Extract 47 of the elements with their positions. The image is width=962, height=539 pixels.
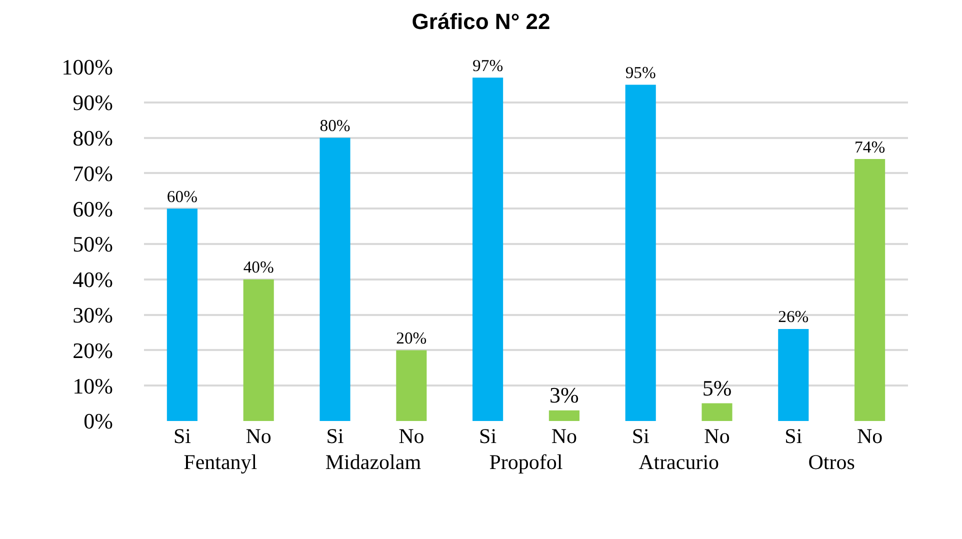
data-label: 97% [472,56,504,75]
data-label: 26% [778,307,809,326]
x-tick-label: Atracurio [638,450,720,474]
bar [548,410,580,421]
text: Si [479,424,497,448]
y-tick-label: 90% [72,90,113,116]
bar [778,328,809,421]
y-tick-label: 70% [72,160,113,186]
x-tick-label: Fentanyl [184,450,258,474]
y-tick-label: 0% [84,408,113,434]
bar [472,78,504,421]
bar [625,84,656,421]
bar [166,208,198,421]
y-tick-label: 50% [72,232,113,257]
data-label: 40% [243,258,274,277]
y-tick-label: 40% [72,267,113,292]
text: No [398,424,424,448]
chart-title: Gráfico N° 22 [412,8,550,34]
text: Si [326,424,344,448]
text: No [551,424,578,448]
y-tick-label: 20% [72,338,113,363]
bar [320,138,350,421]
bar [243,279,274,421]
text: Si [632,424,650,448]
data-label: 74% [854,137,886,156]
series-label: No [246,424,272,448]
data-label: 95% [625,62,656,82]
series-label: Si [173,424,192,448]
text: No [704,424,730,448]
data-label: 3% [550,382,579,408]
bar [854,159,886,421]
x-tick-label: Midazolam [325,450,422,474]
text: No [856,424,883,448]
bar [396,350,427,421]
data-label: 60% [166,186,198,206]
data-label: 5% [702,375,732,400]
bar [702,403,732,421]
data-label: 80% [320,116,350,136]
x-tick-label: Otros [808,450,855,474]
y-tick-label: 100% [62,54,113,80]
data-label: 20% [396,328,427,348]
x-tick-label: Propofol [489,450,563,474]
y-tick-label: 10% [72,373,113,398]
text: Si [784,424,802,448]
y-tick-label: 30% [72,302,113,328]
y-tick-label: 60% [72,196,113,222]
y-tick-label: 80% [72,126,113,150]
